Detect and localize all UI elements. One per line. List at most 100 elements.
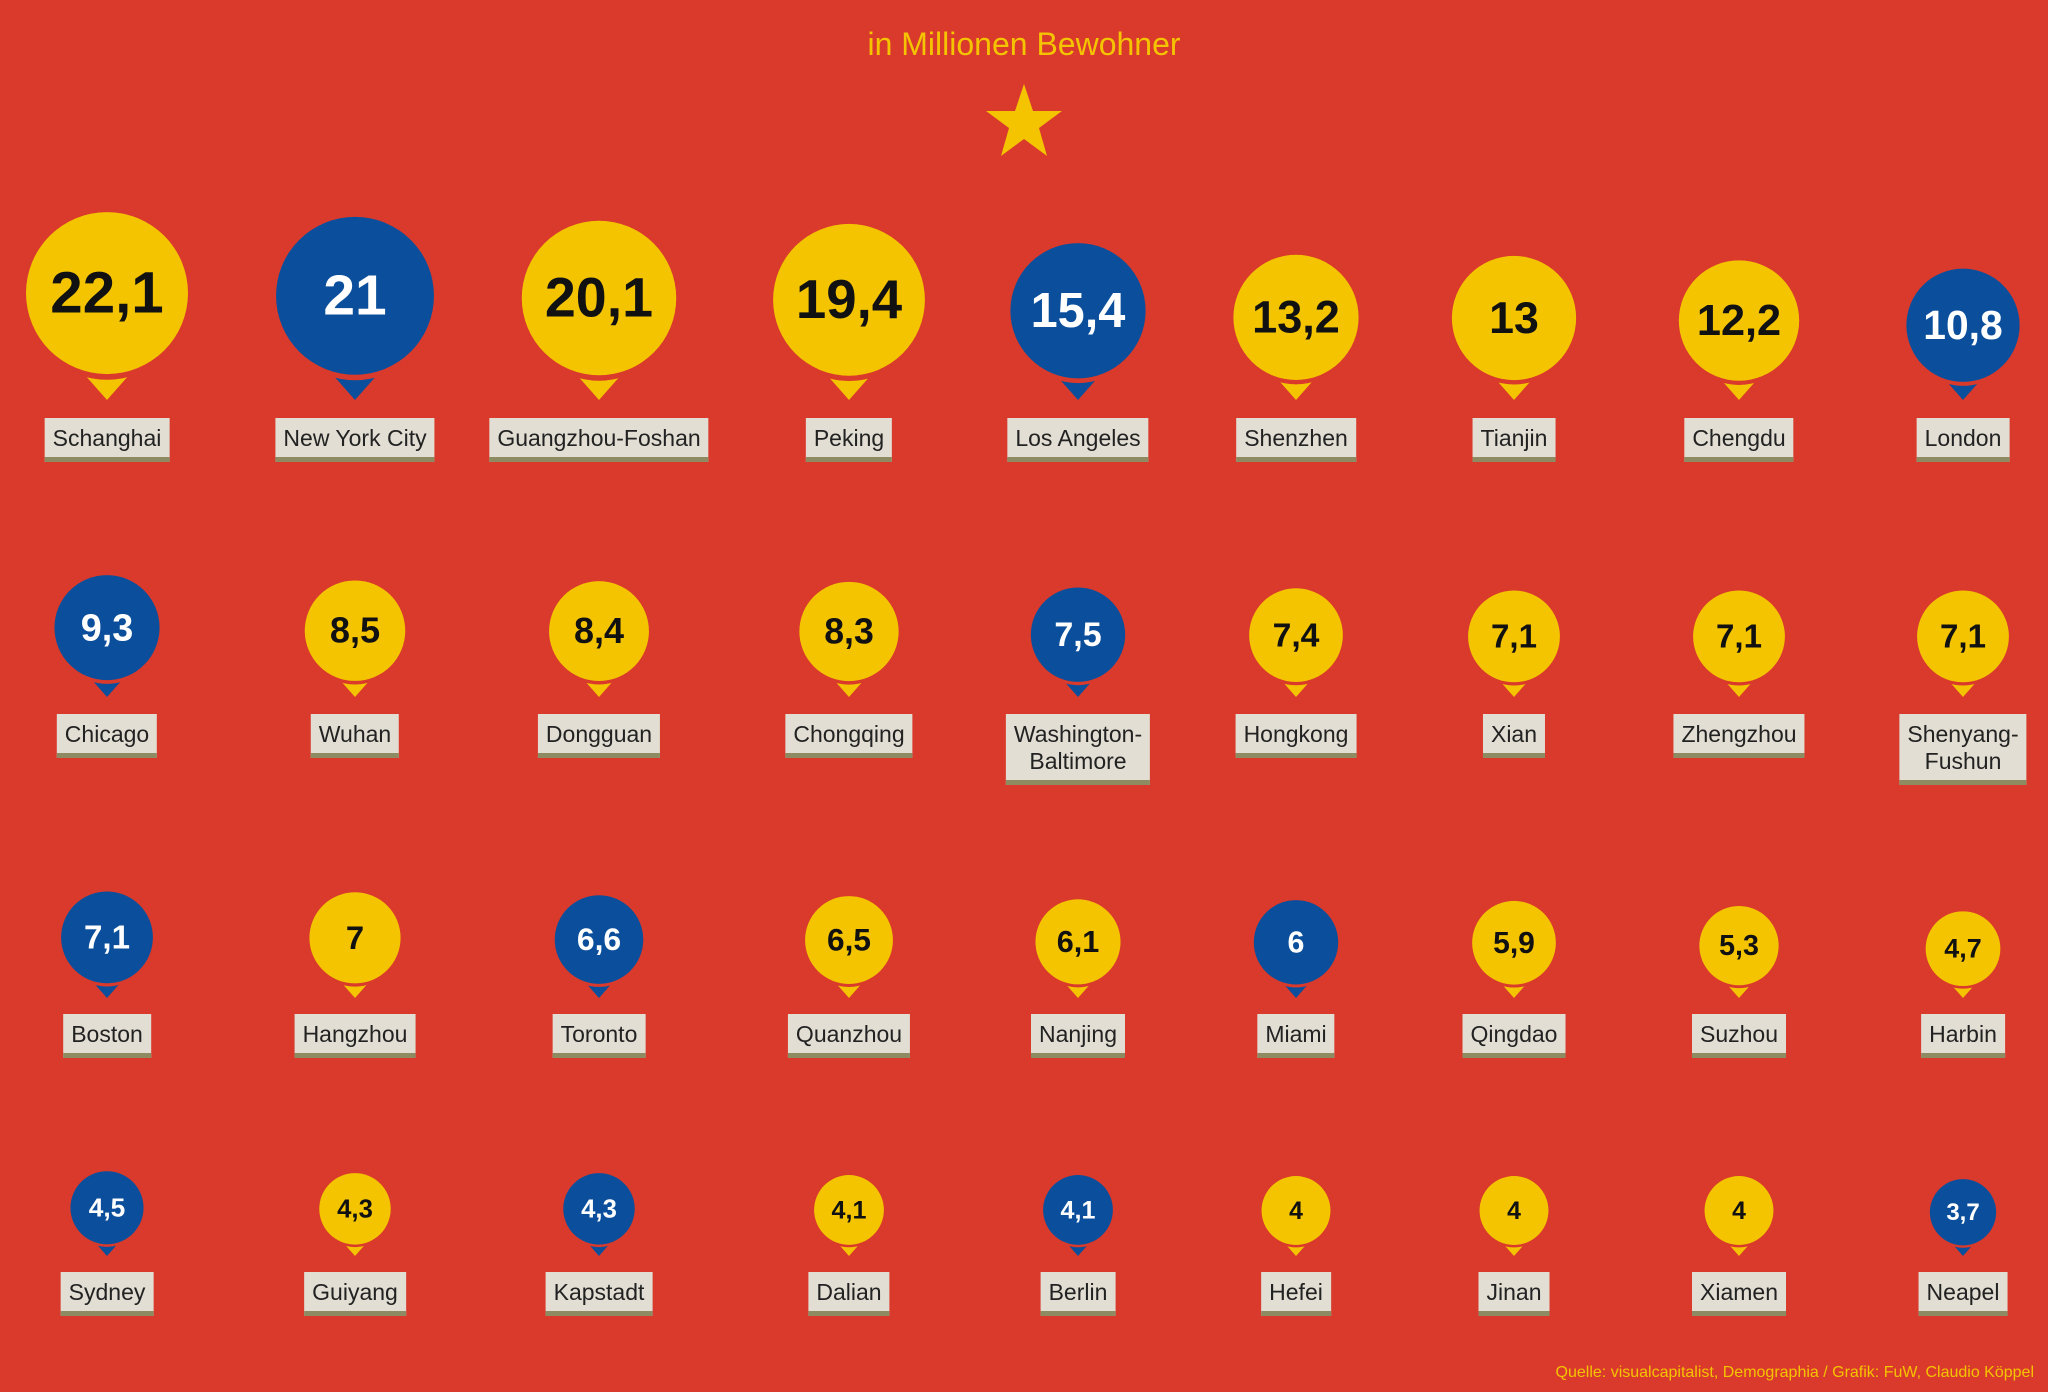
city-label: Chicago (56, 714, 158, 758)
population-value: 4,5 (89, 1193, 126, 1223)
city-label: Dalian (808, 1272, 890, 1316)
pin-bubble (1925, 911, 2001, 987)
city-pin: 4 (1261, 1176, 1331, 1256)
pin-bubble (1468, 590, 1560, 683)
population-value: 7,4 (1273, 616, 1320, 654)
pin-bubble (1906, 268, 2020, 382)
population-value: 8,3 (824, 611, 874, 651)
pin-bubble (319, 1173, 391, 1245)
city-label: Miami (1257, 1014, 1335, 1058)
population-value: 6,5 (827, 922, 871, 958)
city-pin: 7,1 (1917, 590, 2009, 697)
pin-bubble (1249, 588, 1343, 683)
pin-bubble (773, 223, 925, 376)
city-label: Kapstadt (545, 1272, 653, 1316)
population-value: 19,4 (796, 269, 903, 330)
city-pin: 4,7 (1925, 911, 2001, 998)
pin-bubble (1472, 900, 1556, 985)
city-pin: 6 (1253, 900, 1339, 998)
pin-bubble (1043, 1175, 1113, 1245)
city-pin: 13 (1451, 255, 1577, 400)
pin-bubble (276, 216, 434, 375)
population-value: 13,2 (1252, 291, 1340, 342)
city-pin: 7,5 (1030, 587, 1126, 697)
population-value: 6 (1288, 925, 1305, 959)
city-pin: 15,4 (1010, 243, 1146, 400)
city-label: Chongqing (785, 714, 913, 758)
population-value: 7,5 (1054, 616, 1101, 654)
city-label: Berlin (1040, 1272, 1116, 1316)
city-pin: 20,1 (521, 220, 677, 400)
city-pin: 12,2 (1678, 260, 1800, 400)
population-value: 4,1 (832, 1196, 867, 1224)
city-pin: 7 (309, 892, 401, 998)
population-value: 4,1 (1061, 1196, 1096, 1224)
city-label: Tianjin (1472, 418, 1556, 462)
city-pin: 4,1 (1043, 1175, 1113, 1256)
pin-bubble (1678, 260, 1800, 381)
city-pin: 21 (276, 216, 434, 400)
population-value: 7 (346, 919, 364, 956)
pin-bubble (1030, 587, 1126, 682)
population-value: 12,2 (1697, 297, 1781, 345)
city-label: Dongguan (537, 714, 661, 758)
city-pin: 8,4 (549, 581, 649, 697)
pin-bubble (549, 581, 649, 682)
source-note: Quelle: visualcapitalist, Demographia / … (1555, 1364, 2034, 1381)
population-value: 6,1 (1057, 925, 1100, 959)
city-label: Hefei (1261, 1272, 1331, 1316)
chart-subtitle: in Millionen Bewohner (867, 26, 1181, 62)
city-pin: 4 (1479, 1176, 1549, 1256)
city-pin: 6,1 (1035, 899, 1121, 998)
city-pin: 4,3 (563, 1173, 635, 1256)
city-label: Harbin (1921, 1014, 2005, 1058)
population-value: 4 (1507, 1198, 1521, 1225)
city-label: Chengdu (1684, 418, 1794, 462)
pin-bubble (1693, 590, 1785, 683)
population-value: 13 (1489, 294, 1539, 343)
city-label: Quanzhou (787, 1014, 911, 1058)
city-label: Qingdao (1462, 1014, 1566, 1058)
city-label: Guiyang (304, 1272, 406, 1316)
city-pin: 8,3 (799, 581, 899, 697)
pin-bubble (26, 212, 188, 375)
city-pin: 4,3 (319, 1173, 391, 1256)
pin-bubble (1917, 590, 2009, 683)
city-pin: 13,2 (1233, 254, 1359, 400)
city-pin: 5,9 (1472, 900, 1556, 998)
population-value: 9,3 (81, 607, 134, 649)
pin-bubble (799, 581, 899, 682)
city-pin: 8,5 (304, 580, 406, 697)
pin-bubble (70, 1171, 144, 1245)
city-pin: 22,1 (26, 212, 188, 400)
city-label: Peking (805, 418, 893, 462)
pin-bubble (54, 575, 160, 681)
city-label: Sydney (60, 1272, 154, 1316)
city-label: Hongkong (1235, 714, 1357, 758)
city-label: Boston (63, 1014, 151, 1058)
pin-bubble (309, 892, 401, 984)
city-label: London (1916, 418, 2010, 462)
city-label: Xiamen (1692, 1272, 1786, 1316)
population-value: 8,4 (574, 610, 624, 651)
city-pin: 6,5 (805, 896, 893, 998)
population-value: 8,5 (330, 610, 380, 651)
pin-bubble (61, 891, 153, 984)
city-label: Suzhou (1691, 1014, 1787, 1058)
city-pin: 3,7 (1929, 1179, 1997, 1256)
population-value: 4,7 (1944, 934, 1981, 964)
city-label: Washington- Baltimore (1005, 714, 1151, 785)
pin-bubble (1035, 899, 1121, 985)
city-pin: 7,1 (61, 891, 153, 998)
population-value: 4 (1289, 1198, 1303, 1225)
population-value: 22,1 (50, 261, 163, 326)
population-value: 5,3 (1719, 930, 1759, 962)
city-pin: 7,1 (1468, 590, 1560, 697)
pin-bubble (1929, 1179, 1997, 1246)
city-label: Toronto (552, 1014, 646, 1058)
city-label: Hangzhou (294, 1014, 416, 1058)
city-pin: 5,3 (1699, 905, 1779, 998)
city-pin: 4,5 (70, 1171, 144, 1256)
city-label: Jinan (1478, 1272, 1550, 1316)
city-pin: 4,1 (814, 1175, 884, 1256)
